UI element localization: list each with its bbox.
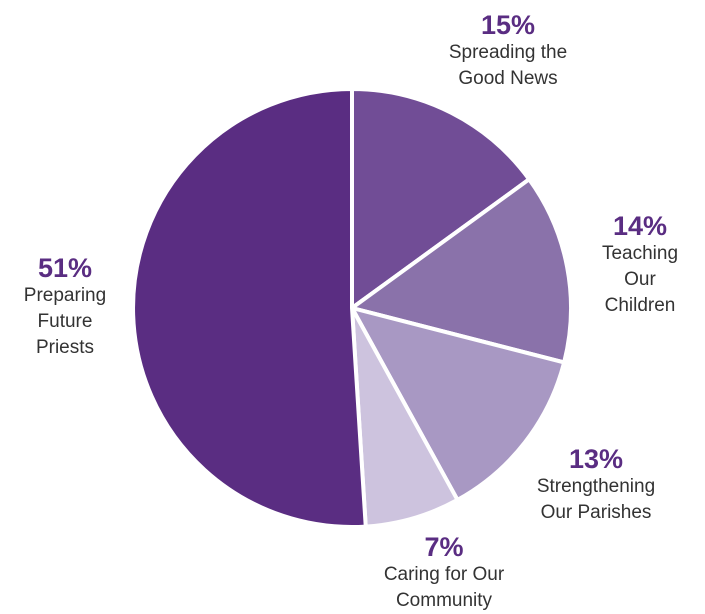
label-spreading-good-news: 15% Spreading the Good News bbox=[418, 10, 598, 92]
category-label-line: Spreading the bbox=[448, 42, 568, 63]
category-label-line: Strengthening bbox=[536, 476, 656, 497]
pie-slice-1 bbox=[350, 87, 532, 310]
category-label-line: Our Parishes bbox=[540, 502, 652, 523]
percent-label: 51% bbox=[37, 253, 93, 283]
category-label-line: Priests bbox=[35, 337, 95, 358]
category-label-line: Preparing bbox=[23, 285, 107, 306]
percent-label: 13% bbox=[568, 444, 624, 474]
pie-slice-5 bbox=[131, 87, 368, 529]
percent-label: 14% bbox=[612, 211, 668, 241]
label-preparing-priests: 51% Preparing Future Priests bbox=[0, 253, 130, 361]
pie-slice-3 bbox=[350, 306, 567, 502]
category-label-line: Good News bbox=[458, 68, 558, 89]
label-strengthening-parishes: 13% Strengthening Our Parishes bbox=[510, 444, 682, 526]
category-label-line: Future bbox=[37, 311, 93, 332]
category-label-line: Caring for Our bbox=[383, 564, 505, 585]
percent-label: 7% bbox=[424, 532, 464, 562]
label-teaching-children: 14% Teaching Our Children bbox=[570, 211, 705, 319]
pie-slice-2 bbox=[350, 177, 573, 365]
category-label-line: Teaching bbox=[601, 243, 679, 264]
category-label-line: Community bbox=[395, 590, 493, 611]
label-caring-community: 7% Caring for Our Community bbox=[358, 532, 530, 614]
category-label-line: Our bbox=[624, 269, 656, 290]
category-label-line: Children bbox=[604, 295, 676, 316]
percent-label: 15% bbox=[480, 10, 536, 40]
